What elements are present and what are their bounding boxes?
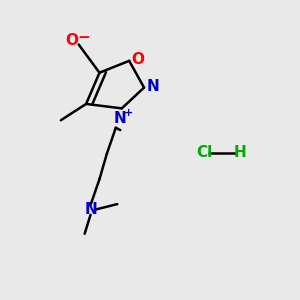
Text: −: − [77,30,90,45]
Text: N: N [84,202,97,217]
Text: O: O [65,32,78,47]
Text: N: N [147,80,159,94]
Text: H: H [234,146,247,160]
Text: O: O [131,52,144,67]
Text: +: + [124,108,133,118]
Text: Cl: Cl [196,146,212,160]
Text: N: N [114,111,127,126]
